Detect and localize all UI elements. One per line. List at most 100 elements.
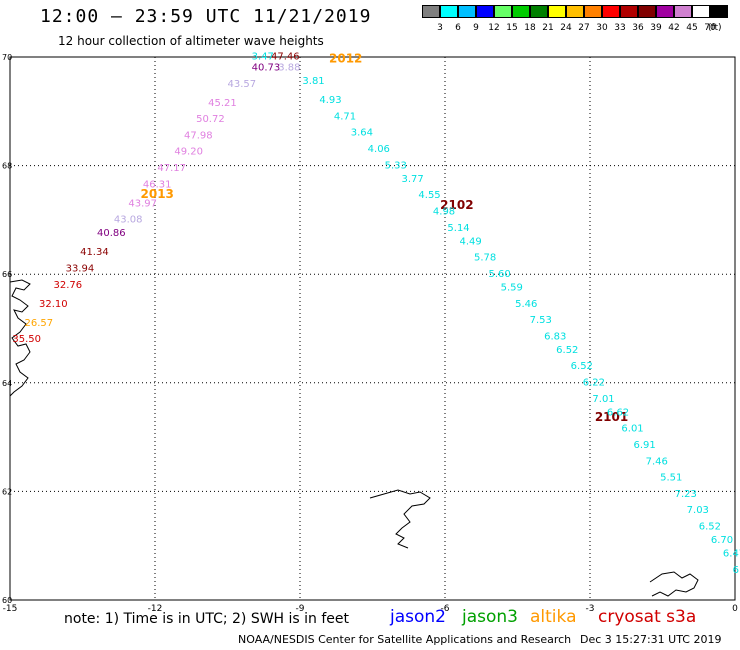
wave-height-value: 40.86 xyxy=(97,228,126,239)
wave-height-value: 5.78 xyxy=(474,253,496,264)
map-title: 12:00 – 23:59 UTC 11/21/2019 xyxy=(40,6,372,27)
shetland-coastline xyxy=(649,571,699,597)
legend-swatch xyxy=(638,5,656,18)
wave-height-value: 47.46 xyxy=(271,52,300,63)
wave-height-value: 4.93 xyxy=(319,95,341,106)
wave-height-value: 6.01 xyxy=(621,424,643,435)
longitude-tick-label: -9 xyxy=(296,604,305,614)
legend-label: 30 xyxy=(596,23,608,33)
agency-credit: NOAA/NESDIS Center for Satellite Applica… xyxy=(238,633,572,646)
wave-height-value: 4.98 xyxy=(433,206,455,217)
legend-swatch xyxy=(512,5,530,18)
legend-label: 33 xyxy=(614,23,626,33)
latitude-tick-label: 70 xyxy=(2,53,12,62)
legend-swatch xyxy=(566,5,584,18)
generated-timestamp: Dec 3 15:27:31 UTC 2019 xyxy=(580,633,722,646)
satellite-name: jason2 xyxy=(390,607,446,627)
wave-height-value: 3.81 xyxy=(302,76,324,87)
longitude-tick-label: -3 xyxy=(586,604,595,614)
wave-height-value: 4.49 xyxy=(460,236,482,247)
wave-height-value: 7.53 xyxy=(530,315,552,326)
legend-label: 27 xyxy=(578,23,590,33)
faroe-islands-coastline xyxy=(369,489,431,549)
wave-height-value: 6.52 xyxy=(556,345,578,356)
wave-height-value: 6.52 xyxy=(571,361,593,372)
wave-height-value: 5.33 xyxy=(385,160,407,171)
wave-height-value: 4.55 xyxy=(418,190,440,201)
wave-height-value: 6.47 xyxy=(723,549,740,560)
wave-height-value: 6.83 xyxy=(544,331,566,342)
longitude-tick-label: -6 xyxy=(441,604,450,614)
wave-height-value: 7.46 xyxy=(646,456,668,467)
wave-height-value: 3.77 xyxy=(402,174,424,185)
wave-height-value: 7.03 xyxy=(687,505,709,516)
legend-label: 39 xyxy=(650,23,662,33)
wave-height-value: 49.20 xyxy=(174,147,203,158)
legend-swatch xyxy=(422,5,440,18)
legend-label: 42 xyxy=(668,23,680,33)
wave-height-value: 4.06 xyxy=(368,144,390,155)
wave-height-value: 32.76 xyxy=(54,280,83,291)
wave-height-value: 43.97 xyxy=(128,198,157,209)
wave-height-value: 47.98 xyxy=(184,130,213,141)
wave-height-value: 6.91 xyxy=(634,440,656,451)
longitude-tick-label: -15 xyxy=(3,604,18,614)
legend-swatch xyxy=(548,5,566,18)
wave-height-value: 47.17 xyxy=(157,163,186,174)
wave-height-value: 6.70 xyxy=(711,535,733,546)
legend-swatch xyxy=(584,5,602,18)
legend-label: 21 xyxy=(542,23,554,33)
wave-height-value: 35.50 xyxy=(12,334,41,345)
legend-label: 9 xyxy=(473,23,479,33)
wave-height-value: 3.88 xyxy=(278,63,300,74)
latitude-tick-label: 62 xyxy=(2,487,12,496)
latitude-tick-label: 64 xyxy=(2,379,12,388)
legend-swatch xyxy=(710,5,728,18)
legend-swatch xyxy=(620,5,638,18)
map-frame xyxy=(9,56,736,601)
satellite-name: altika xyxy=(530,607,577,627)
wave-height-value: 3.64 xyxy=(351,128,373,139)
wave-height-value: 40.73 xyxy=(252,63,281,74)
satellite-name: cryosat s3a xyxy=(598,607,697,627)
wave-height-value: 33.94 xyxy=(66,263,95,274)
legend-swatch xyxy=(692,5,710,18)
wave-height-value: 7.01 xyxy=(592,394,614,405)
legend-swatch xyxy=(494,5,512,18)
wave-height-value: 45.21 xyxy=(208,98,237,109)
legend-unit: (ft) xyxy=(708,23,722,33)
wave-height-value: 6.67 xyxy=(733,565,740,576)
track-label: 2102 xyxy=(440,198,473,212)
legend-swatch xyxy=(440,5,458,18)
wave-height-value: 6.52 xyxy=(699,521,721,532)
legend-label: 70 xyxy=(704,23,716,33)
wave-height-value: 5.14 xyxy=(447,223,469,234)
legend-swatch xyxy=(458,5,476,18)
wave-height-value: 43.57 xyxy=(228,79,257,90)
wave-height-value: 4.71 xyxy=(334,111,356,122)
legend-label: 12 xyxy=(488,23,500,33)
legend-swatch xyxy=(602,5,620,18)
legend-label: 24 xyxy=(560,23,572,33)
wave-height-value: 5.46 xyxy=(515,299,537,310)
wave-height-value: 5.60 xyxy=(489,269,511,280)
map-subtitle: 12 hour collection of altimeter wave hei… xyxy=(58,34,324,48)
legend-label: 18 xyxy=(524,23,536,33)
longitude-tick-label: -12 xyxy=(148,604,163,614)
wave-height-value: 46.31 xyxy=(143,179,172,190)
wave-height-value: 50.72 xyxy=(196,114,225,125)
latitude-tick-label: 66 xyxy=(2,270,12,279)
legend-label: 45 xyxy=(686,23,698,33)
track-label: 2013 xyxy=(141,187,174,201)
footnote: note: 1) Time is in UTC; 2) SWH is in fe… xyxy=(64,611,350,627)
wave-height-value: 5.51 xyxy=(660,473,682,484)
legend-swatch xyxy=(656,5,674,18)
track-label: 2012 xyxy=(329,51,362,65)
longitude-tick-label: 0 xyxy=(732,604,738,614)
legend-swatch xyxy=(674,5,692,18)
legend-label: 36 xyxy=(632,23,644,33)
legend-label: 3 xyxy=(437,23,443,33)
legend-swatch xyxy=(476,5,494,18)
wave-height-value: 5.59 xyxy=(501,282,523,293)
